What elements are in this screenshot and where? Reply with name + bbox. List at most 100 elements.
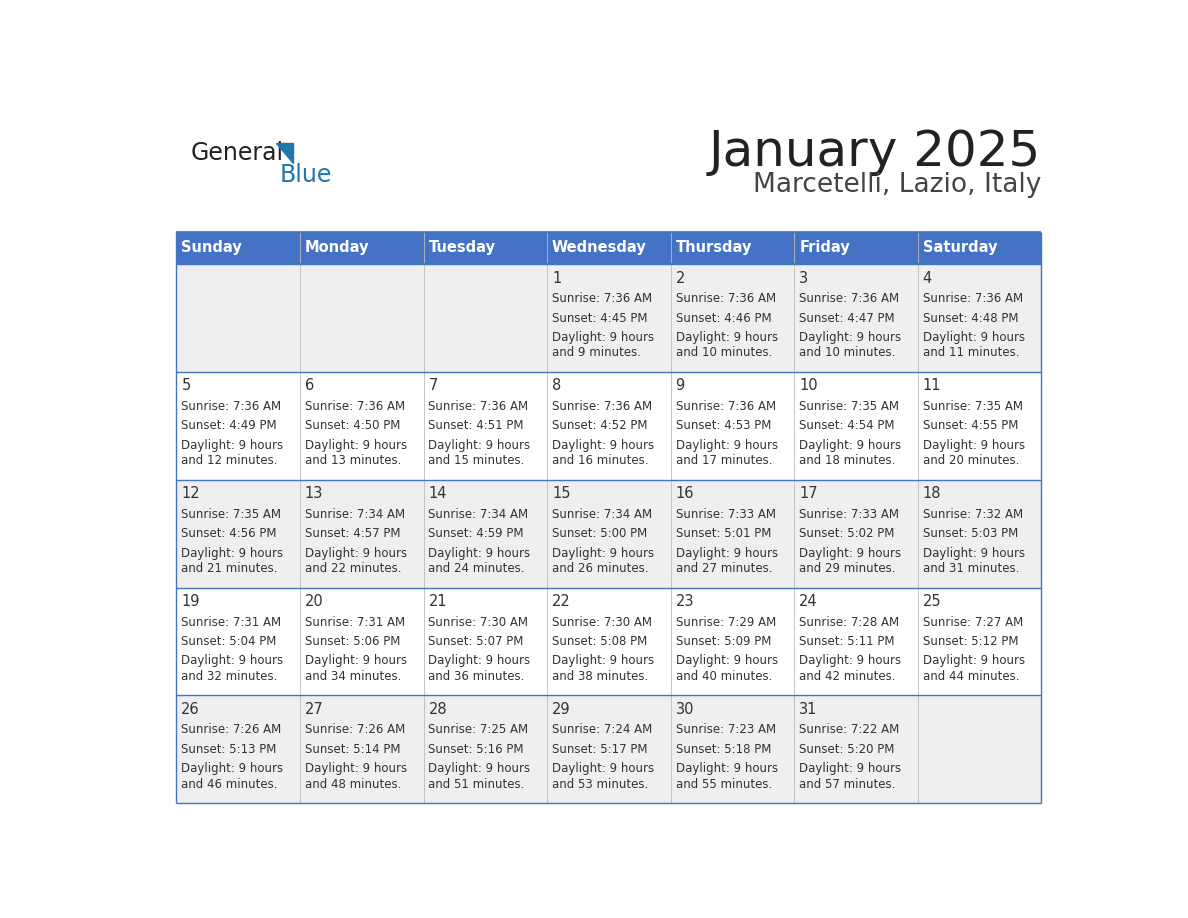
Text: 3: 3 [800,271,808,285]
Text: Sunset: 4:55 PM: Sunset: 4:55 PM [923,420,1018,432]
Text: 24: 24 [800,594,817,609]
Bar [176,372,1042,480]
Text: 19: 19 [182,594,200,609]
Text: Sunset: 5:00 PM: Sunset: 5:00 PM [552,527,647,540]
Text: Sunrise: 7:36 AM: Sunrise: 7:36 AM [429,400,529,413]
Text: Daylight: 9 hours
and 12 minutes.: Daylight: 9 hours and 12 minutes. [182,439,284,467]
Text: Sunrise: 7:34 AM: Sunrise: 7:34 AM [552,508,652,521]
Text: 22: 22 [552,594,570,609]
Text: Sunset: 4:45 PM: Sunset: 4:45 PM [552,311,647,325]
Text: Daylight: 9 hours
and 31 minutes.: Daylight: 9 hours and 31 minutes. [923,546,1025,575]
Bar [176,264,1042,372]
Text: Sunset: 5:04 PM: Sunset: 5:04 PM [182,635,277,648]
Text: Sunset: 5:16 PM: Sunset: 5:16 PM [429,743,524,756]
Text: Daylight: 9 hours
and 27 minutes.: Daylight: 9 hours and 27 minutes. [676,546,778,575]
Text: Daylight: 9 hours
and 36 minutes.: Daylight: 9 hours and 36 minutes. [429,655,531,683]
Text: Daylight: 9 hours
and 38 minutes.: Daylight: 9 hours and 38 minutes. [552,655,655,683]
Text: Blue: Blue [279,162,331,186]
Text: Daylight: 9 hours
and 16 minutes.: Daylight: 9 hours and 16 minutes. [552,439,655,467]
Text: Sunset: 5:01 PM: Sunset: 5:01 PM [676,527,771,540]
Text: 30: 30 [676,702,694,717]
Text: Sunrise: 7:29 AM: Sunrise: 7:29 AM [676,616,776,629]
Text: Daylight: 9 hours
and 40 minutes.: Daylight: 9 hours and 40 minutes. [676,655,778,683]
Text: Sunrise: 7:36 AM: Sunrise: 7:36 AM [676,400,776,413]
Text: Daylight: 9 hours
and 29 minutes.: Daylight: 9 hours and 29 minutes. [800,546,902,575]
Text: Sunrise: 7:34 AM: Sunrise: 7:34 AM [429,508,529,521]
Text: Sunrise: 7:36 AM: Sunrise: 7:36 AM [552,400,652,413]
Text: 25: 25 [923,594,941,609]
Text: January 2025: January 2025 [709,128,1042,176]
Text: Sunrise: 7:33 AM: Sunrise: 7:33 AM [676,508,776,521]
Text: Sunrise: 7:36 AM: Sunrise: 7:36 AM [800,292,899,305]
Text: 9: 9 [676,378,684,394]
Text: 26: 26 [182,702,200,717]
Text: Friday: Friday [800,241,849,255]
Text: Sunrise: 7:36 AM: Sunrise: 7:36 AM [305,400,405,413]
Text: 17: 17 [800,487,817,501]
Text: 2: 2 [676,271,685,285]
Text: Sunset: 5:17 PM: Sunset: 5:17 PM [552,743,647,756]
Text: Tuesday: Tuesday [429,241,495,255]
Text: 12: 12 [182,487,200,501]
Text: 6: 6 [305,378,314,394]
Text: Daylight: 9 hours
and 13 minutes.: Daylight: 9 hours and 13 minutes. [305,439,407,467]
Text: Daylight: 9 hours
and 42 minutes.: Daylight: 9 hours and 42 minutes. [800,655,902,683]
Text: 1: 1 [552,271,561,285]
Text: Sunrise: 7:33 AM: Sunrise: 7:33 AM [800,508,899,521]
Text: Sunset: 5:06 PM: Sunset: 5:06 PM [305,635,400,648]
Text: 14: 14 [429,487,447,501]
Text: Daylight: 9 hours
and 44 minutes.: Daylight: 9 hours and 44 minutes. [923,655,1025,683]
Text: Sunrise: 7:32 AM: Sunrise: 7:32 AM [923,508,1023,521]
Text: 18: 18 [923,487,941,501]
Text: 23: 23 [676,594,694,609]
Bar [176,232,1042,264]
Text: Sunset: 4:57 PM: Sunset: 4:57 PM [305,527,400,540]
Text: Sunday: Sunday [182,241,242,255]
Text: Sunrise: 7:35 AM: Sunrise: 7:35 AM [923,400,1023,413]
Text: Daylight: 9 hours
and 51 minutes.: Daylight: 9 hours and 51 minutes. [429,762,531,790]
Text: Daylight: 9 hours
and 46 minutes.: Daylight: 9 hours and 46 minutes. [182,762,284,790]
Text: Sunrise: 7:22 AM: Sunrise: 7:22 AM [800,723,899,736]
Text: Saturday: Saturday [923,241,997,255]
Text: Sunset: 4:47 PM: Sunset: 4:47 PM [800,311,895,325]
Text: Sunset: 4:51 PM: Sunset: 4:51 PM [429,420,524,432]
Text: Sunset: 4:56 PM: Sunset: 4:56 PM [182,527,277,540]
Text: Sunrise: 7:30 AM: Sunrise: 7:30 AM [552,616,652,629]
Text: Sunset: 5:12 PM: Sunset: 5:12 PM [923,635,1018,648]
Text: 29: 29 [552,702,570,717]
Text: Sunrise: 7:30 AM: Sunrise: 7:30 AM [429,616,529,629]
Text: Sunset: 4:53 PM: Sunset: 4:53 PM [676,420,771,432]
Text: Sunset: 4:48 PM: Sunset: 4:48 PM [923,311,1018,325]
Text: Sunset: 5:13 PM: Sunset: 5:13 PM [182,743,277,756]
Text: Sunrise: 7:35 AM: Sunrise: 7:35 AM [800,400,899,413]
Text: Sunset: 4:50 PM: Sunset: 4:50 PM [305,420,400,432]
Text: Sunset: 5:20 PM: Sunset: 5:20 PM [800,743,895,756]
Text: Sunrise: 7:36 AM: Sunrise: 7:36 AM [676,292,776,305]
Text: Daylight: 9 hours
and 57 minutes.: Daylight: 9 hours and 57 minutes. [800,762,902,790]
Text: Sunset: 4:54 PM: Sunset: 4:54 PM [800,420,895,432]
Text: 21: 21 [429,594,447,609]
Text: Sunset: 4:59 PM: Sunset: 4:59 PM [429,527,524,540]
Text: Daylight: 9 hours
and 10 minutes.: Daylight: 9 hours and 10 minutes. [800,331,902,360]
Bar [176,588,1042,695]
Text: Daylight: 9 hours
and 15 minutes.: Daylight: 9 hours and 15 minutes. [429,439,531,467]
Text: 27: 27 [305,702,323,717]
Text: Sunrise: 7:26 AM: Sunrise: 7:26 AM [305,723,405,736]
Text: Sunset: 5:11 PM: Sunset: 5:11 PM [800,635,895,648]
Bar [176,695,1042,803]
Text: Sunrise: 7:24 AM: Sunrise: 7:24 AM [552,723,652,736]
Text: Daylight: 9 hours
and 18 minutes.: Daylight: 9 hours and 18 minutes. [800,439,902,467]
Text: Sunset: 4:52 PM: Sunset: 4:52 PM [552,420,647,432]
Text: Daylight: 9 hours
and 22 minutes.: Daylight: 9 hours and 22 minutes. [305,546,407,575]
Text: Sunrise: 7:31 AM: Sunrise: 7:31 AM [182,616,282,629]
Text: Sunset: 5:08 PM: Sunset: 5:08 PM [552,635,647,648]
Text: Daylight: 9 hours
and 34 minutes.: Daylight: 9 hours and 34 minutes. [305,655,407,683]
Text: Daylight: 9 hours
and 53 minutes.: Daylight: 9 hours and 53 minutes. [552,762,655,790]
Text: Daylight: 9 hours
and 11 minutes.: Daylight: 9 hours and 11 minutes. [923,331,1025,360]
Text: Daylight: 9 hours
and 26 minutes.: Daylight: 9 hours and 26 minutes. [552,546,655,575]
Text: Daylight: 9 hours
and 48 minutes.: Daylight: 9 hours and 48 minutes. [305,762,407,790]
Text: Sunset: 4:46 PM: Sunset: 4:46 PM [676,311,771,325]
Text: 16: 16 [676,487,694,501]
Bar [176,480,1042,588]
Text: Sunset: 4:49 PM: Sunset: 4:49 PM [182,420,277,432]
